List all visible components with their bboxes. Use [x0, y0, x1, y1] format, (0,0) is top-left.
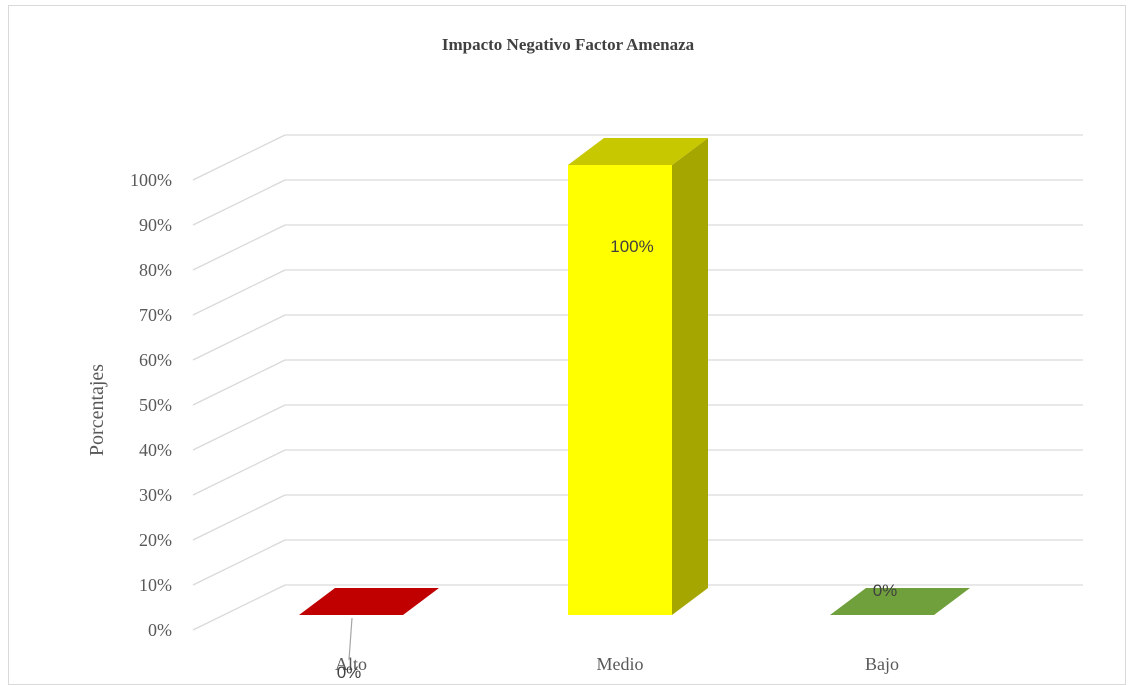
gridline-side [192, 269, 286, 316]
y-tick-label: 60% [139, 350, 172, 370]
gridline-side [192, 539, 286, 586]
y-tick-label: 80% [139, 260, 172, 280]
bar-medio [568, 138, 708, 615]
data-label: 0% [337, 663, 362, 682]
y-tick-label: 50% [139, 395, 172, 415]
y-tick-labels: 0% 10% 20% 30% 40% 50% 60% 70% 80% 90% 100% [130, 170, 172, 640]
data-labels: 0% 100% 0% [337, 237, 898, 682]
bars [299, 138, 970, 615]
bar-side-face [672, 138, 708, 615]
y-tick-label: 0% [148, 620, 172, 640]
category-label: Bajo [865, 654, 899, 674]
bar-top-face [299, 588, 439, 615]
y-tick-label: 70% [139, 305, 172, 325]
gridline-side [192, 449, 286, 496]
y-axis-label: Porcentajes [86, 364, 108, 456]
gridline-side [192, 584, 286, 631]
y-tick-label: 10% [139, 575, 172, 595]
chart-title: Impacto Negativo Factor Amenaza [442, 35, 695, 54]
y-tick-label: 20% [139, 530, 172, 550]
bar-front-face [568, 165, 672, 615]
y-tick-label: 100% [130, 170, 172, 190]
gridline-side [192, 179, 286, 226]
bar-top-face [568, 138, 708, 165]
gridline-side [192, 404, 286, 451]
bar-top-face [830, 588, 970, 615]
bar-alto [299, 588, 439, 615]
y-tick-label: 30% [139, 485, 172, 505]
gridline-side [192, 134, 286, 181]
gridline-side [192, 494, 286, 541]
category-label: Medio [597, 654, 644, 674]
gridline-side [192, 359, 286, 406]
gridline-side [192, 224, 286, 271]
gridline-side [192, 314, 286, 361]
chart-frame [8, 5, 1126, 685]
category-label: Alto [335, 654, 367, 674]
data-label-leader [348, 617, 353, 661]
y-tick-label: 40% [139, 440, 172, 460]
category-labels: Alto Medio Bajo [335, 654, 899, 674]
y-tick-label: 90% [139, 215, 172, 235]
bar-bajo [830, 588, 970, 615]
data-label: 0% [873, 581, 898, 600]
data-label: 100% [610, 237, 653, 256]
